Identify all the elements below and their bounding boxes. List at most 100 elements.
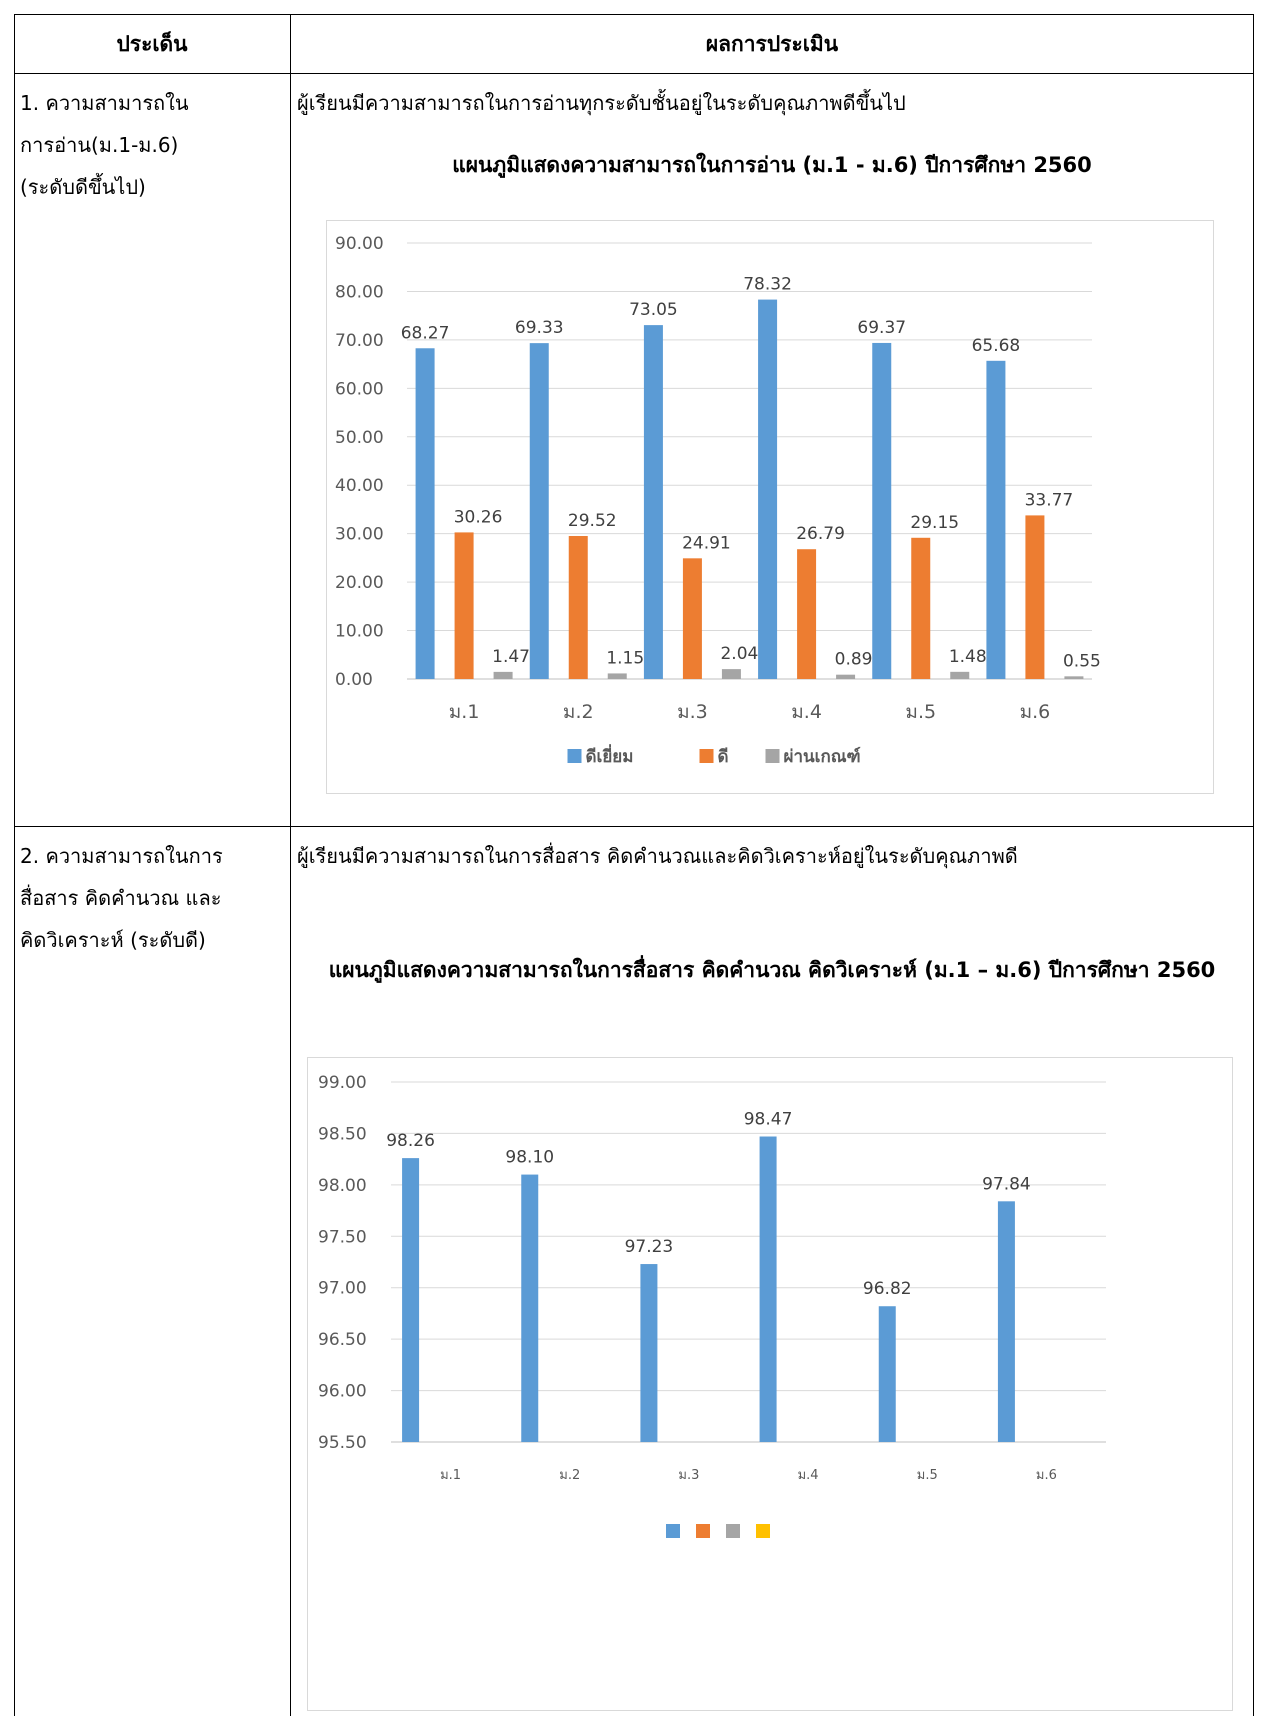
data-label: 30.26 (454, 507, 503, 527)
legend-label: ดี (718, 746, 729, 767)
table-border-middle (290, 14, 291, 1716)
data-label: 97.84 (982, 1174, 1031, 1194)
y-tick-label: 98.50 (318, 1124, 367, 1144)
x-tick-label: ม.3 (678, 1468, 699, 1483)
y-tick-label: 20.00 (335, 573, 384, 593)
y-tick-label: 70.00 (335, 331, 384, 351)
bar (529, 343, 549, 679)
data-label: 0.89 (835, 650, 873, 670)
y-tick-label: 98.00 (318, 1176, 367, 1196)
x-tick-label: ม.4 (791, 701, 822, 723)
data-label: 97.23 (625, 1237, 674, 1257)
x-tick-label: ม.4 (798, 1468, 819, 1483)
data-label: 29.15 (910, 513, 959, 533)
data-label: 33.77 (1025, 490, 1074, 510)
header-topic: ประเด็น (116, 32, 188, 56)
x-tick-label: ม.6 (1020, 701, 1051, 723)
bar (950, 671, 970, 679)
bar (759, 1136, 777, 1442)
data-label: 78.32 (743, 275, 792, 295)
communication-ability-chart: 95.50 96.00 96.50 97.00 97.50 98.00 98.50 99.00… (318, 1073, 1106, 1538)
y-tick-label: 30.00 (335, 525, 384, 545)
row1-result: ผู้เรียนมีความสามารถในการอ่านทุกระดับชั้… (297, 91, 906, 115)
y-tick-label: 90.00 (335, 234, 384, 254)
row1-topic: 1. ความสามารถใน การอ่าน(ม.1-ม.6) (ระดับด… (20, 91, 189, 199)
x-tick-label: ม.1 (440, 1468, 461, 1483)
table-border-left (14, 14, 15, 1716)
x-tick-label: ม.5 (905, 701, 936, 723)
legend-swatch (567, 749, 582, 763)
chart1-frame: 0.00 10.00 20.00 30.00 40.00 50.00 60.00 70.00 8… (326, 220, 1214, 794)
header-result: ผลการประเมิน (705, 32, 839, 56)
legend-label: ดีเยี่ยม (586, 744, 634, 767)
y-tick-label: 0.00 (335, 670, 373, 690)
reading-ability-chart: 0.00 10.00 20.00 30.00 40.00 50.00 60.00 70.00 8… (335, 234, 1101, 767)
bar (986, 360, 1006, 679)
bar (836, 674, 856, 679)
data-label: 65.68 (972, 336, 1021, 356)
data-label: 1.47 (492, 647, 530, 667)
legend-swatch (696, 1524, 710, 1538)
table-border-row (14, 826, 1254, 827)
bar (454, 532, 474, 679)
bar (493, 671, 513, 679)
legend-swatch (726, 1524, 740, 1538)
y-tick-label: 99.00 (318, 1073, 367, 1093)
bar (1064, 676, 1084, 679)
x-tick-label: ม.6 (1036, 1468, 1057, 1483)
data-label: 96.82 (863, 1279, 912, 1299)
data-label: 2.04 (720, 644, 758, 664)
data-label: 68.27 (401, 323, 450, 343)
data-label: 26.79 (796, 524, 845, 544)
table-border-header (14, 73, 1254, 74)
row2-result: ผู้เรียนมีความสามารถในการสื่อสาร คิดคำนว… (297, 844, 1018, 868)
y-tick-label: 40.00 (335, 476, 384, 496)
bar (643, 325, 663, 679)
bar (758, 299, 778, 679)
legend-label: ผ่านเกณฑ์ (784, 746, 861, 767)
bar (1025, 515, 1045, 679)
bar (682, 558, 702, 679)
table-border-top (14, 14, 1254, 15)
x-tick-label: ม.1 (449, 701, 480, 723)
bar (521, 1174, 539, 1442)
legend-swatch (756, 1524, 770, 1538)
x-tick-label: ม.2 (559, 1468, 580, 1483)
bar (568, 535, 588, 679)
bar (640, 1264, 658, 1442)
bar (872, 342, 892, 679)
legend-swatch (699, 749, 714, 763)
y-tick-label: 10.00 (335, 622, 384, 642)
y-tick-label: 60.00 (335, 379, 384, 399)
data-label: 69.37 (857, 318, 906, 338)
y-tick-label: 97.50 (318, 1227, 367, 1247)
y-tick-label: 95.50 (318, 1433, 367, 1453)
data-label: 0.55 (1063, 651, 1101, 671)
data-label: 69.33 (515, 318, 564, 338)
data-label: 1.48 (949, 647, 987, 667)
chart2-frame: 95.50 96.00 96.50 97.00 97.50 98.00 98.50 99.00… (307, 1057, 1233, 1711)
bar (607, 673, 627, 679)
y-tick-label: 97.00 (318, 1279, 367, 1299)
bar (911, 537, 931, 679)
data-label: 24.91 (682, 533, 731, 553)
bar (415, 348, 435, 679)
y-tick-label: 96.50 (318, 1330, 367, 1350)
data-label: 98.26 (386, 1131, 435, 1151)
data-label: 29.52 (568, 511, 617, 531)
bar (997, 1201, 1015, 1442)
data-label: 98.47 (744, 1110, 793, 1130)
bar (721, 669, 741, 679)
y-tick-label: 96.00 (318, 1382, 367, 1402)
bar (797, 549, 817, 679)
data-label: 73.05 (629, 300, 678, 320)
bar (878, 1306, 896, 1442)
y-tick-label: 80.00 (335, 282, 384, 302)
legend-swatch (765, 749, 780, 763)
x-tick-label: ม.3 (677, 701, 708, 723)
bar (402, 1158, 420, 1442)
chart2-title: แผนภูมิแสดงความสามารถในการสื่อสาร คิดคำน… (328, 958, 1216, 982)
legend-swatch (666, 1524, 680, 1538)
table-border-right (1253, 14, 1254, 1716)
